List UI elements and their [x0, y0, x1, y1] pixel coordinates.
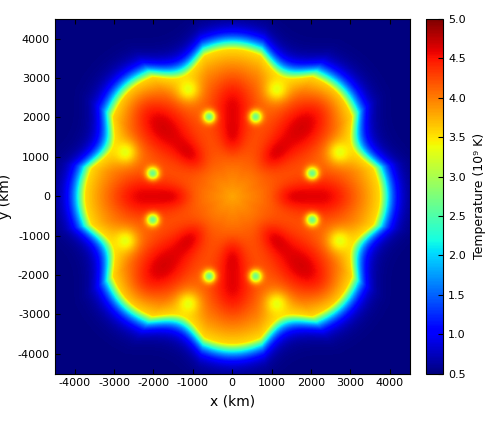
Y-axis label: Temperature (10⁹ K): Temperature (10⁹ K): [473, 133, 486, 259]
Y-axis label: y (km): y (km): [0, 174, 12, 219]
X-axis label: x (km): x (km): [210, 394, 255, 408]
